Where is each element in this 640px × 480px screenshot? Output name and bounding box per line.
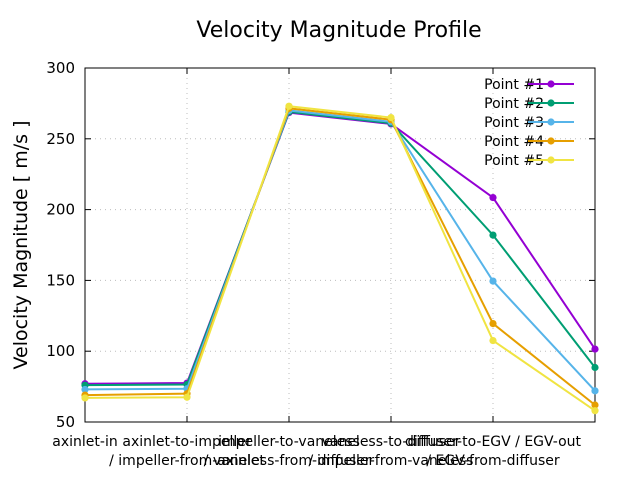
- legend-swatch-point: [547, 99, 555, 107]
- axes: 50 100 150 200 250 300 axinlet-in axinlet-to-im…: [46, 59, 596, 469]
- data-point: [489, 231, 497, 239]
- series-line: [84, 105, 596, 412]
- data-point: [285, 102, 293, 110]
- x-tick-label: impeller-to-vaneless: [218, 434, 360, 450]
- x-tick-label: / vaneless-from-impeller: [204, 453, 375, 469]
- legend-swatch-point: [547, 156, 555, 164]
- legend-entry-1: Point #1: [484, 77, 574, 93]
- legend-entry-5: Point #5: [484, 153, 574, 169]
- data-point: [81, 394, 89, 402]
- x-tick-label: / diffuser-from-vaneless: [309, 453, 474, 469]
- legend-label: Point #1: [484, 77, 544, 93]
- x-tick-label: / EGV-from-diffuser: [426, 453, 560, 469]
- data-point: [591, 345, 599, 353]
- data-point: [489, 319, 497, 328]
- legend: Point #1 Point #2 Point #3 Point #4 Point #5: [484, 77, 574, 169]
- x-tick-label: axinlet-to-impeller: [122, 434, 251, 450]
- data-point: [591, 407, 599, 415]
- x-tick-label: / impeller-from-axinlet: [109, 453, 265, 469]
- series-point-4: [81, 104, 599, 409]
- legend-label: Point #5: [484, 153, 544, 169]
- legend-swatch-point: [547, 80, 555, 88]
- data-point: [387, 113, 395, 122]
- y-axis-label: Velocity Magnitude [ m/s ]: [10, 121, 32, 370]
- x-tick-label: diffuser-to-EGV / EGV-out: [405, 434, 582, 450]
- legend-label: Point #2: [484, 96, 544, 112]
- series-line: [84, 109, 596, 392]
- legend-swatch-point: [547, 118, 555, 126]
- data-point: [489, 193, 497, 202]
- y-tick-label: 100: [46, 342, 75, 360]
- data-point: [591, 387, 599, 395]
- series-point-5: [81, 102, 599, 415]
- x-tick-label: axinlet-in: [52, 434, 117, 450]
- series-line: [84, 110, 596, 387]
- legend-swatch-point: [547, 137, 555, 145]
- chart-title: Velocity Magnitude Profile: [196, 18, 481, 43]
- series-line: [84, 107, 596, 406]
- series-layer: [81, 102, 599, 415]
- data-point: [489, 277, 497, 285]
- legend-label: Point #4: [484, 134, 544, 150]
- legend-entry-2: Point #2: [484, 96, 574, 112]
- y-tick-label: 300: [46, 59, 75, 77]
- data-point: [489, 336, 497, 345]
- legend-label: Point #3: [484, 115, 544, 131]
- data-point: [183, 393, 191, 401]
- data-point: [591, 401, 599, 409]
- data-point: [81, 385, 89, 394]
- y-tick-label: 250: [46, 130, 75, 148]
- y-tick-label: 150: [46, 271, 75, 289]
- legend-entry-4: Point #4: [484, 134, 574, 150]
- legend-entry-3: Point #3: [484, 115, 574, 131]
- y-tick-label: 50: [56, 413, 75, 431]
- plot-frame: [84, 67, 596, 423]
- y-tick-label: 200: [46, 201, 75, 219]
- data-point: [591, 363, 599, 372]
- x-tick-label: vaneless-to-diffuser: [322, 434, 461, 450]
